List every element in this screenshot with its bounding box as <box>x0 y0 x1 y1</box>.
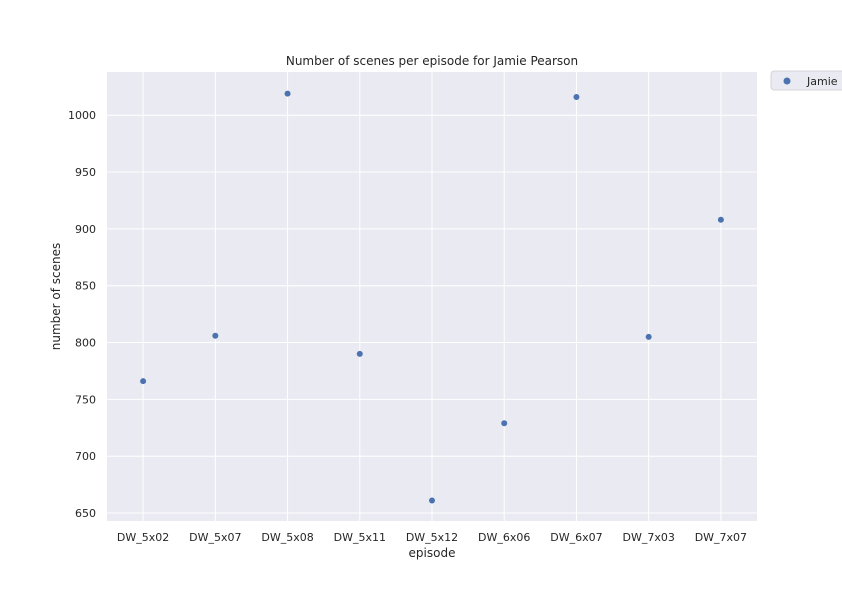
x-tick-label: DW_7x03 <box>622 531 674 544</box>
x-tick-label: DW_6x07 <box>550 531 602 544</box>
y-tick-label: 800 <box>75 337 96 350</box>
y-tick-label: 950 <box>75 166 96 179</box>
data-point <box>140 378 147 385</box>
y-tick-label: 700 <box>75 450 96 463</box>
data-point <box>501 420 508 427</box>
grid-lines <box>107 72 757 521</box>
data-point <box>429 497 435 504</box>
x-tick-label: DW_5x12 <box>406 531 458 544</box>
x-tick-label: DW_5x02 <box>117 531 169 544</box>
legend-box <box>770 70 842 91</box>
y-axis-ticks: 650 700 750 800 850 900 950 1000 <box>68 109 96 520</box>
x-tick-label: DW_5x07 <box>189 531 241 544</box>
y-tick-label: 850 <box>75 280 96 293</box>
x-axis-label: episode <box>409 546 456 560</box>
x-axis-ticks: DW_5x02 DW_5x07 DW_5x08 DW_5x11 DW_5x12 DW_6x… <box>117 531 747 544</box>
chart-title: Number of scenes per episode for Jamie P… <box>286 54 578 68</box>
y-tick-label: 1000 <box>68 109 96 122</box>
x-tick-label: DW_5x08 <box>261 531 313 544</box>
data-points <box>140 90 724 504</box>
data-point <box>356 350 363 357</box>
x-tick-label: DW_5x11 <box>334 531 386 544</box>
legend-label: Jamie Pearson <box>806 75 842 88</box>
legend-marker <box>783 77 791 85</box>
x-tick-label: DW_6x06 <box>478 531 530 544</box>
x-tick-label: DW_7x07 <box>695 531 747 544</box>
y-tick-label: 650 <box>75 507 96 520</box>
data-point <box>717 216 724 223</box>
data-point <box>212 332 219 339</box>
data-point <box>284 90 291 97</box>
y-tick-label: 750 <box>75 393 96 406</box>
y-axis-label: number of scenes <box>49 243 63 351</box>
legend: Jamie Pearson <box>770 70 842 91</box>
data-point <box>645 333 652 340</box>
y-tick-label: 900 <box>75 223 96 236</box>
data-point <box>573 94 580 101</box>
